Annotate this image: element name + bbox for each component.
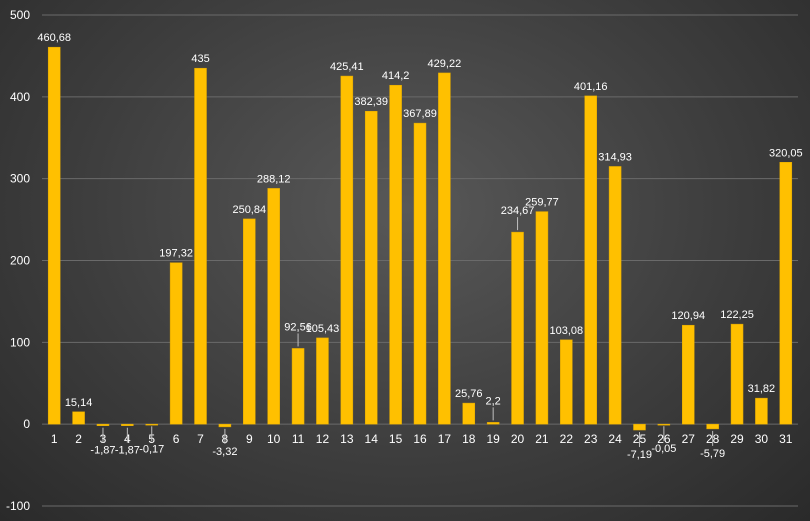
x-tick-label: 6 — [173, 432, 180, 446]
x-tick-label: 11 — [292, 432, 305, 446]
bar — [267, 188, 280, 425]
x-tick-label: 14 — [365, 432, 379, 446]
bar — [96, 423, 110, 426]
bar — [462, 402, 476, 425]
data-label: -5,79 — [700, 448, 725, 460]
bar — [169, 262, 183, 425]
bar — [511, 231, 524, 425]
data-label: -3,32 — [212, 446, 237, 458]
bar — [535, 211, 549, 425]
bar — [486, 422, 500, 425]
data-label: 122,25 — [720, 309, 754, 321]
bar — [243, 218, 256, 425]
x-tick-label: 19 — [486, 432, 500, 446]
x-tick-label: 9 — [246, 432, 253, 446]
x-tick-label: 30 — [755, 432, 769, 446]
data-label: 15,14 — [65, 397, 93, 409]
x-tick-label: 21 — [535, 432, 549, 446]
y-axis-tick-labels: -100 0 100 200 300 400 500 — [6, 8, 30, 513]
bar — [584, 95, 597, 425]
bar — [633, 423, 646, 431]
y-tick-label: 0 — [23, 417, 30, 431]
y-tick-label: 300 — [10, 172, 30, 186]
data-label: -0,17 — [139, 443, 164, 455]
x-tick-label: 17 — [438, 432, 452, 446]
data-label: 435 — [191, 53, 209, 65]
data-label: -0,05 — [651, 443, 676, 455]
data-label: 429,22 — [428, 58, 462, 70]
x-tick-label: 12 — [316, 432, 330, 446]
x-tick-label: 15 — [389, 432, 403, 446]
x-tick-label: 20 — [511, 432, 525, 446]
data-label: 105,43 — [306, 323, 340, 335]
bar — [340, 75, 354, 425]
bar — [389, 84, 402, 425]
data-label: 460,68 — [37, 32, 71, 44]
data-label: 425,41 — [330, 61, 364, 73]
data-label: 320,05 — [769, 147, 803, 159]
x-tick-label: 22 — [560, 432, 574, 446]
data-label: 288,12 — [257, 173, 291, 185]
bar — [706, 423, 719, 430]
bar — [657, 423, 671, 426]
data-label: 197,32 — [159, 248, 193, 260]
bar — [755, 397, 768, 425]
x-tick-label: 13 — [340, 432, 354, 446]
bar — [72, 411, 85, 425]
data-label: 120,94 — [671, 310, 705, 322]
y-tick-label: 400 — [10, 90, 30, 104]
data-label: -1,87 — [115, 445, 140, 457]
bar — [779, 162, 793, 425]
bar — [682, 324, 695, 425]
x-tick-label: 1 — [51, 432, 58, 446]
x-tick-label: 29 — [730, 432, 744, 446]
data-label: 92,56 — [284, 321, 312, 333]
data-label: 259,77 — [525, 197, 559, 209]
data-label: 314,93 — [598, 151, 632, 163]
x-tick-label: 24 — [608, 432, 622, 446]
bar — [316, 337, 329, 425]
data-label: 2,2 — [486, 395, 501, 407]
y-tick-label: 100 — [10, 335, 30, 349]
x-tick-label: 27 — [682, 432, 696, 446]
bar — [291, 348, 305, 425]
x-tick-label: 18 — [462, 432, 476, 446]
data-label: 103,08 — [549, 325, 583, 337]
data-label: -1,87 — [90, 445, 115, 457]
data-label: 382,39 — [354, 96, 388, 108]
y-tick-label: -100 — [6, 499, 30, 513]
data-label: 414,2 — [382, 70, 410, 82]
bar — [218, 423, 232, 428]
x-tick-label: 7 — [197, 432, 204, 446]
bar — [730, 323, 744, 425]
bar — [47, 46, 61, 425]
y-tick-label: 200 — [10, 254, 30, 268]
bar — [145, 423, 158, 426]
bar — [413, 122, 427, 425]
data-label: -7,19 — [627, 449, 652, 461]
y-tick-label: 500 — [10, 8, 30, 22]
x-tick-label: 16 — [413, 432, 427, 446]
bar — [121, 423, 134, 426]
bar — [560, 339, 573, 425]
bars — [47, 46, 793, 431]
data-label: 250,84 — [232, 204, 266, 216]
bar — [438, 72, 451, 425]
data-label: 401,16 — [574, 81, 608, 93]
bar — [364, 110, 378, 425]
bar — [608, 166, 622, 425]
x-axis-tick-labels: 1234567891011121314151617181920212223242… — [51, 432, 793, 446]
data-label: 234,67 — [501, 205, 535, 217]
data-label: 31,82 — [748, 383, 776, 395]
bar — [194, 67, 207, 425]
x-tick-label: 10 — [267, 432, 281, 446]
data-label: 367,89 — [403, 108, 437, 120]
x-tick-label: 31 — [779, 432, 793, 446]
x-tick-label: 23 — [584, 432, 598, 446]
x-tick-label: 2 — [75, 432, 82, 446]
data-label: 25,76 — [455, 388, 483, 400]
